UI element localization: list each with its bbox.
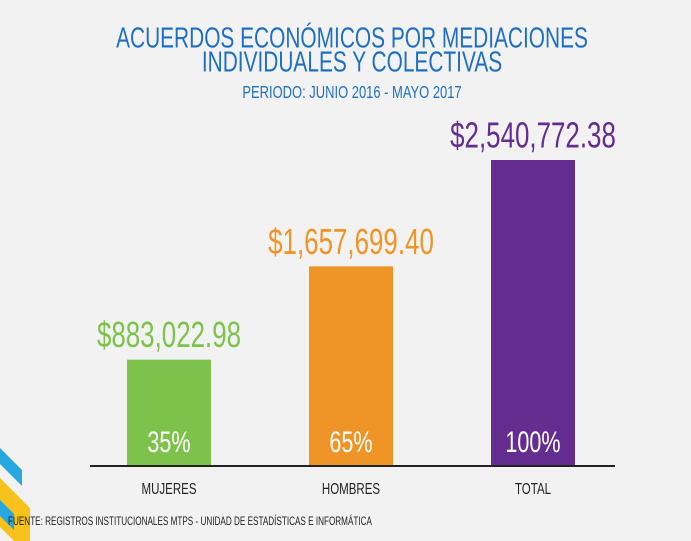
percent-label: 35% [147, 424, 190, 458]
chart-title: ACUERDOS ECONÓMICOS POR MEDIACIONES [116, 21, 588, 54]
chart-title: INDIVIDUALES Y COLECTIVAS [202, 46, 502, 78]
percent-label: 65% [329, 424, 372, 458]
decoration [0, 448, 30, 541]
chart-subtitle: PERIODO: JUNIO 2016 - MAYO 2017 [242, 83, 461, 103]
value-label: $883,022.98 [97, 315, 241, 355]
value-label: $2,540,772.38 [450, 115, 616, 155]
value-label: $1,657,699.40 [268, 222, 434, 262]
bar [309, 266, 393, 466]
bar [127, 359, 211, 466]
percent-label: 100% [505, 424, 560, 458]
source-note: FUENTE: REGISTROS INSTITUCIONALES MTPS -… [8, 513, 372, 528]
x-tick-label: TOTAL [515, 479, 551, 497]
bar [491, 160, 575, 466]
x-tick-label: MUJERES [141, 479, 196, 497]
x-tick-label: HOMBRES [322, 479, 380, 497]
